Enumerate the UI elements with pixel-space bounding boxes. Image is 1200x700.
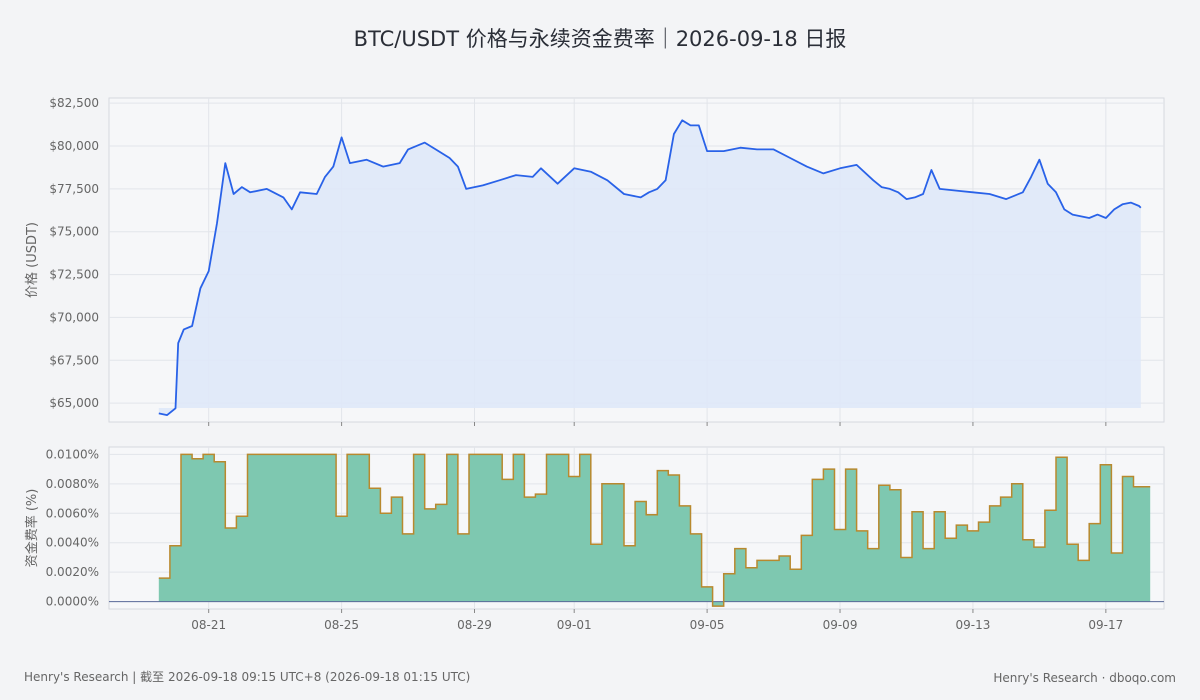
price-y-tick-label: $72,500	[49, 268, 99, 282]
x-tick-label: 09-13	[955, 618, 990, 632]
funding-y-axis-ticks: 0.0000% 0.0020% 0.0040% 0.0060% 0.0080% 0.010…	[46, 447, 99, 608]
funding-series-line	[158, 453, 1151, 607]
funding-panel: 0.0000% 0.0020% 0.0040% 0.0060% 0.0080% 0.010…	[24, 446, 1165, 632]
funding-y-tick-label: 0.0000%	[46, 595, 99, 609]
price-y-axis-label: 价格 (USDT)	[24, 222, 40, 298]
price-y-tick-label: $65,000	[49, 396, 99, 410]
price-y-tick-label: $77,500	[49, 182, 99, 196]
x-tick-label: 08-29	[457, 618, 492, 632]
funding-y-tick-label: 0.0060%	[46, 506, 99, 520]
price-area-fill	[158, 120, 1141, 416]
x-tick-label: 09-05	[690, 618, 725, 632]
price-y-tick-label: $70,000	[49, 310, 99, 324]
x-tick-label: 09-17	[1088, 618, 1123, 632]
x-tick-label: 08-25	[324, 618, 359, 632]
funding-y-tick-label: 0.0020%	[46, 565, 99, 579]
funding-x-axis-ticks: 08-21 08-25 08-29 09-01 09-05 09-09 09-13 09-17	[191, 609, 1123, 632]
price-y-tick-label: $75,000	[49, 225, 99, 239]
x-tick-label: 08-21	[191, 618, 226, 632]
funding-area-fill	[158, 454, 1151, 607]
price-series-line	[158, 119, 1142, 416]
x-tick-label: 09-01	[557, 618, 592, 632]
funding-y-tick-label: 0.0100%	[46, 447, 99, 461]
price-y-tick-label: $80,000	[49, 139, 99, 153]
footer-brand: Henry's Research · dboqo.com	[993, 671, 1176, 685]
footer-source-note: Henry's Research | 截至 2026-09-18 09:15 U…	[24, 670, 471, 684]
funding-y-axis-label: 资金费率 (%)	[24, 489, 40, 568]
funding-y-tick-label: 0.0040%	[46, 536, 99, 550]
price-y-tick-label: $67,500	[49, 353, 99, 367]
x-tick-label: 09-09	[823, 618, 858, 632]
price-x-axis-tickmarks	[208, 422, 1107, 426]
price-panel: $65,000 $67,500 $70,000 $72,500 $75,000 $77,5…	[24, 96, 1165, 426]
chart-title: BTC/USDT 价格与永续资金费率｜2026-09-18 日报	[354, 27, 847, 51]
funding-y-tick-label: 0.0080%	[46, 477, 99, 491]
price-y-tick-label: $82,500	[49, 96, 99, 110]
price-y-axis-ticks: $65,000 $67,500 $70,000 $72,500 $75,000 $77,5…	[49, 96, 99, 410]
